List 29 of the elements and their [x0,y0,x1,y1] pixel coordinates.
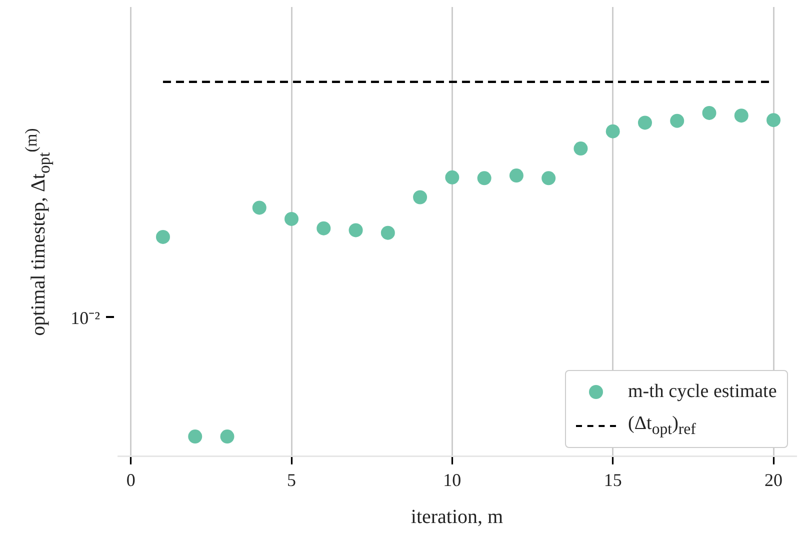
point [509,168,524,183]
point [316,221,331,236]
point [348,223,363,238]
x-tick-label: 15 [604,470,622,490]
x-tick-label: 5 [287,470,296,490]
point [766,113,781,128]
point [156,230,170,244]
point [413,190,428,204]
point [477,171,492,186]
point [734,108,748,123]
point [380,226,395,240]
point [542,171,556,186]
point [638,116,652,130]
point [670,114,684,128]
x-tick-label: 0 [126,470,136,490]
point [606,124,620,138]
point [284,212,299,226]
point [574,142,588,156]
x-axis-title: iteration, m [410,506,504,529]
legend-label: (Δt$_{opt}$)$_{ref}$ [628,413,696,440]
legend-label: m-th cycle estimate [628,381,777,404]
point [220,430,234,444]
x-tick-label: 10 [443,470,462,490]
point [252,200,266,215]
point [188,430,202,444]
x-tick-label: 20 [764,470,783,490]
point [445,170,460,184]
point [702,106,716,120]
text: 10⁻² [70,307,100,330]
